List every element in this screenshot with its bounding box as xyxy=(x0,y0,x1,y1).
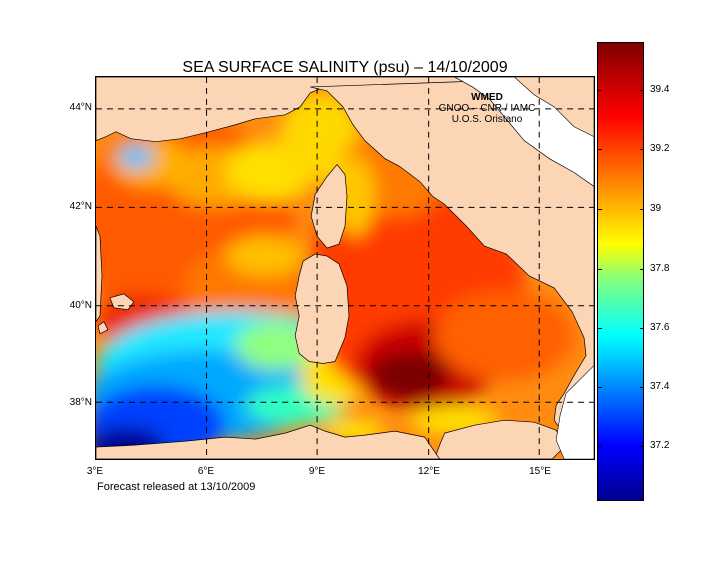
lon-label-6: 6°E xyxy=(197,466,215,477)
lon-label-3: 3°E xyxy=(86,466,104,477)
colorbar-tick-39-4: 39.4 xyxy=(650,84,670,95)
credits-block: WMED GNOO – CNR / IAMC U.O.S. Oristano xyxy=(422,92,552,125)
colorbar-tick-37-2: 37.2 xyxy=(650,440,670,451)
balkan-land xyxy=(513,77,594,138)
forecast-note: Forecast released at 13/10/2009 xyxy=(97,481,256,493)
lon-label-9: 9°E xyxy=(308,466,326,477)
colorbar-mark xyxy=(598,328,602,329)
graticule xyxy=(96,77,594,459)
colorbar-gradient xyxy=(598,43,643,500)
lat-label-40: 40°N xyxy=(69,300,92,311)
lon-label-15: 15°E xyxy=(529,466,551,477)
colorbar-tick-37-6: 37.6 xyxy=(650,322,670,333)
colorbar-mark xyxy=(640,269,644,270)
colorbar-tick-37-4: 37.4 xyxy=(650,381,670,392)
map-title: SEA SURFACE SALINITY (psu) – 14/10/2009 xyxy=(182,59,508,76)
land xyxy=(96,77,594,459)
credits-org: GNOO – CNR / IAMC xyxy=(438,103,536,114)
colorbar-mark xyxy=(598,446,602,447)
colorbar-mark xyxy=(598,90,602,91)
colorbar-tick-39: 39 xyxy=(650,203,662,214)
ionian-sea xyxy=(555,365,594,459)
colorbar-mark xyxy=(598,209,602,210)
colorbar-mark xyxy=(640,328,644,329)
colorbar xyxy=(597,42,644,501)
credits-unit: U.O.S. Oristano xyxy=(451,114,523,125)
colorbar-mark xyxy=(640,90,644,91)
colorbar-tick-37-8: 37.8 xyxy=(650,263,670,274)
colorbar-mark xyxy=(640,149,644,150)
colorbar-tick-39-2: 39.2 xyxy=(650,143,670,154)
colorbar-mark xyxy=(640,209,644,210)
lon-label-12: 12°E xyxy=(418,466,440,477)
lat-label-42: 42°N xyxy=(69,201,92,212)
lat-label-38: 38°N xyxy=(69,397,92,408)
colorbar-mark xyxy=(598,149,602,150)
colorbar-mark xyxy=(598,269,602,270)
credits-title: WMED xyxy=(471,92,503,103)
colorbar-mark xyxy=(598,387,602,388)
lat-label-44: 44°N xyxy=(69,102,92,113)
salinity-field xyxy=(96,77,594,459)
colorbar-mark xyxy=(640,387,644,388)
colorbar-mark xyxy=(640,446,644,447)
salinity-map xyxy=(95,76,595,460)
